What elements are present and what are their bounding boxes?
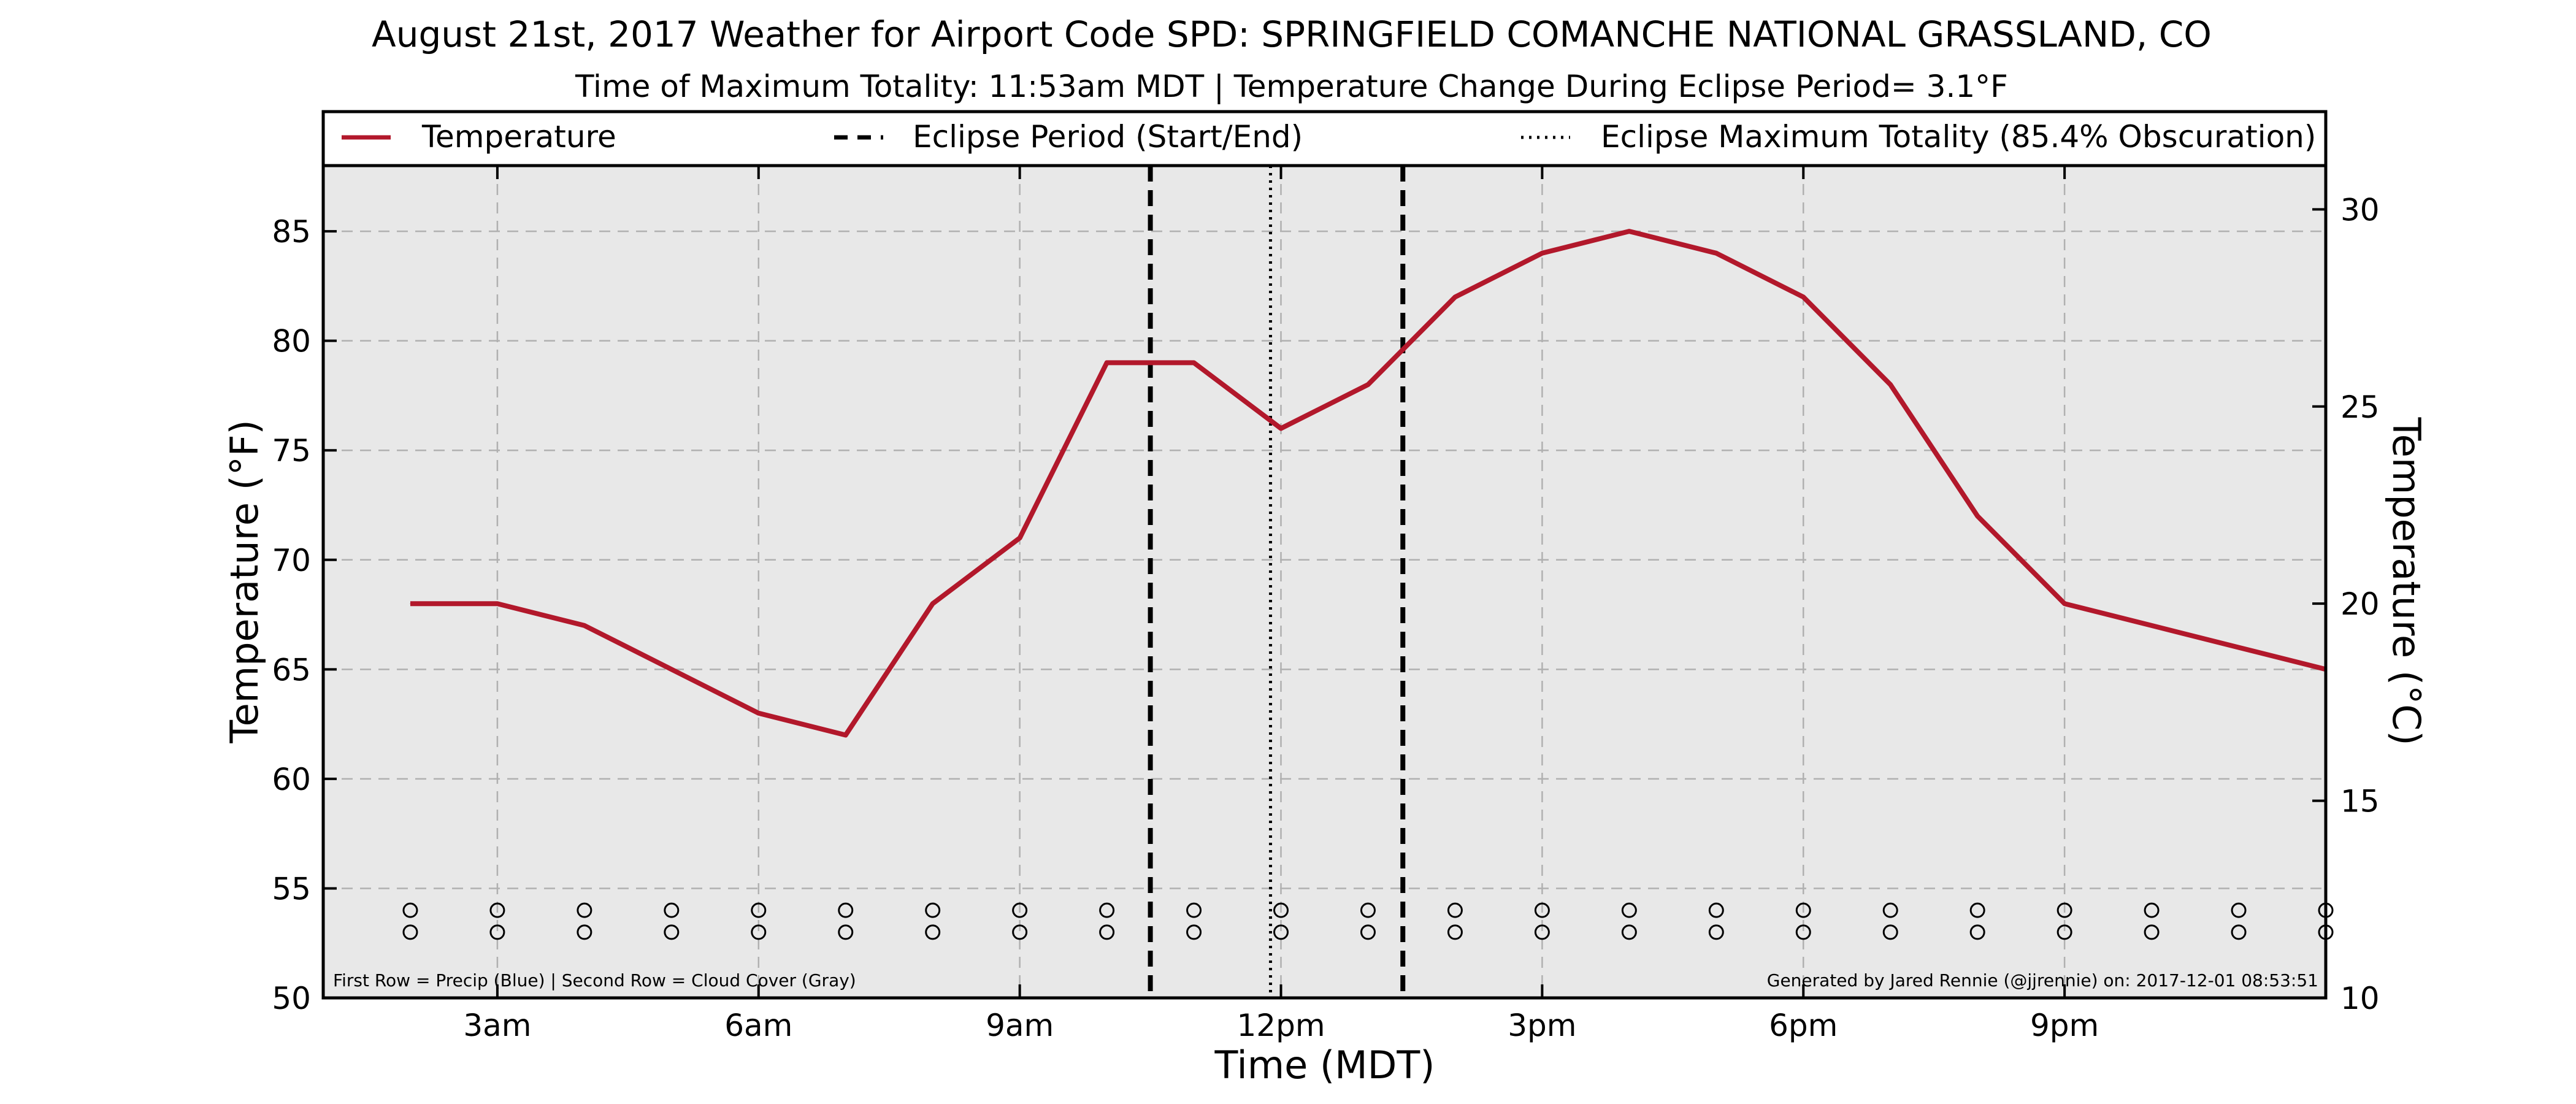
y-right-tick-label: 30 xyxy=(2340,192,2380,228)
legend-label-eclipse-period: Eclipse Period (Start/End) xyxy=(913,119,1303,155)
precip-marker xyxy=(1273,902,1289,918)
y-axis-ticks-right: 10 15 20 25 30 xyxy=(2312,192,2380,1016)
x-axis-ticks: 3am 6am 9am 12pm 3pm 6pm 9pm xyxy=(463,166,2099,1043)
temperature-point xyxy=(1106,362,1108,363)
cloud-cover-marker xyxy=(1012,924,1028,940)
cloud-cover-marker xyxy=(1273,924,1289,940)
precip-marker xyxy=(1534,902,1550,918)
cloud-cover-marker xyxy=(751,924,767,940)
cloud-cover-marker xyxy=(1621,924,1637,940)
temperature-series xyxy=(410,229,2326,738)
precip-marker xyxy=(1012,902,1028,918)
cloud-cover-marker xyxy=(1969,924,1985,940)
precip-marker xyxy=(1708,902,1724,918)
cloud-cover-marker xyxy=(1708,924,1724,940)
cloud-cover-marker xyxy=(2144,924,2160,940)
y-axis-ticks-left: 50 55 60 65 70 75 80 85 xyxy=(272,214,337,1016)
y-right-tick-label: 20 xyxy=(2340,586,2380,622)
cloud-cover-marker xyxy=(2231,924,2247,940)
cloud-cover-marker xyxy=(402,924,418,940)
precip-marker xyxy=(2231,902,2247,918)
footnote-right: Generated by Jared Rennie (@jjrennie) on… xyxy=(1767,970,2318,991)
y-tick-label: 55 xyxy=(272,871,311,907)
y-right-tick-label: 25 xyxy=(2340,389,2380,425)
grid-lines xyxy=(323,166,2326,998)
cloud-cover-marker xyxy=(925,924,941,940)
x-tick-label: 3pm xyxy=(1508,1008,1576,1043)
y-axis-label-right: Temperature (°C) xyxy=(2384,416,2429,745)
footnote-left: First Row = Precip (Blue) | Second Row =… xyxy=(333,970,856,991)
y-tick-label: 60 xyxy=(272,762,311,797)
precip-marker xyxy=(1882,902,1898,918)
cloud-cover-marker xyxy=(664,924,680,940)
precip-marker xyxy=(1099,902,1115,918)
cloud-cover-marker xyxy=(1099,924,1115,940)
temperature-point xyxy=(671,669,672,670)
x-tick-label: 6pm xyxy=(1769,1008,1838,1043)
precip-marker xyxy=(402,902,418,918)
precip-marker xyxy=(664,902,680,918)
cloud-cover-marker xyxy=(1186,924,1202,940)
temperature-point xyxy=(1019,537,1021,539)
cloud-cover-marker xyxy=(1447,924,1463,940)
precip-marker xyxy=(2057,902,2072,918)
legend: Temperature Eclipse Period (Start/End) E… xyxy=(321,110,2328,167)
precip-marker xyxy=(838,902,854,918)
temperature-point xyxy=(584,625,585,626)
x-axis-label: Time (MDT) xyxy=(1214,1043,1435,1087)
precip-marker xyxy=(2144,902,2160,918)
x-tick-label: 3am xyxy=(463,1008,531,1043)
legend-box xyxy=(321,110,2328,167)
precip-cloud-markers xyxy=(402,902,2334,940)
eclipse-lines xyxy=(1148,166,1406,998)
precip-marker xyxy=(925,902,941,918)
precip-marker xyxy=(489,902,505,918)
cloud-cover-marker xyxy=(1360,924,1376,940)
x-tick-label: 9pm xyxy=(2030,1008,2099,1043)
precip-marker xyxy=(1969,902,1985,918)
chart-title: August 21st, 2017 Weather for Airport Co… xyxy=(372,13,2212,55)
y-right-tick-label: 15 xyxy=(2340,784,2380,819)
cloud-cover-marker xyxy=(1795,924,1811,940)
x-tick-label: 9am xyxy=(986,1008,1054,1043)
precip-marker xyxy=(1447,902,1463,918)
y-axis-label-left: Temperature (°F) xyxy=(222,420,267,743)
cloud-cover-marker xyxy=(489,924,505,940)
y-right-tick-label: 10 xyxy=(2340,981,2380,1016)
y-tick-label: 75 xyxy=(272,433,311,469)
cloud-cover-marker xyxy=(1534,924,1550,940)
temperature-point xyxy=(1628,231,1630,232)
x-tick-label: 12pm xyxy=(1236,1008,1325,1043)
cloud-cover-marker xyxy=(1882,924,1898,940)
y-tick-label: 65 xyxy=(272,652,311,688)
legend-label-max-totality: Eclipse Maximum Totality (85.4% Obscurat… xyxy=(1601,119,2316,155)
cloud-cover-marker xyxy=(577,924,592,940)
precip-marker xyxy=(1360,902,1376,918)
y-tick-label: 85 xyxy=(272,214,311,250)
precip-marker xyxy=(577,902,592,918)
x-tick-label: 6am xyxy=(724,1008,792,1043)
y-tick-label: 70 xyxy=(272,543,311,578)
plot-area xyxy=(323,166,2326,998)
chart-subtitle: Time of Maximum Totality: 11:53am MDT | … xyxy=(575,69,2008,104)
precip-marker xyxy=(1621,902,1637,918)
cloud-cover-marker xyxy=(2057,924,2072,940)
cloud-cover-marker xyxy=(838,924,854,940)
precip-marker xyxy=(1795,902,1811,918)
precip-marker xyxy=(1186,902,1202,918)
y-tick-label: 80 xyxy=(272,324,311,359)
y-tick-label: 50 xyxy=(272,981,311,1016)
precip-marker xyxy=(751,902,767,918)
legend-label-temperature: Temperature xyxy=(421,119,616,155)
